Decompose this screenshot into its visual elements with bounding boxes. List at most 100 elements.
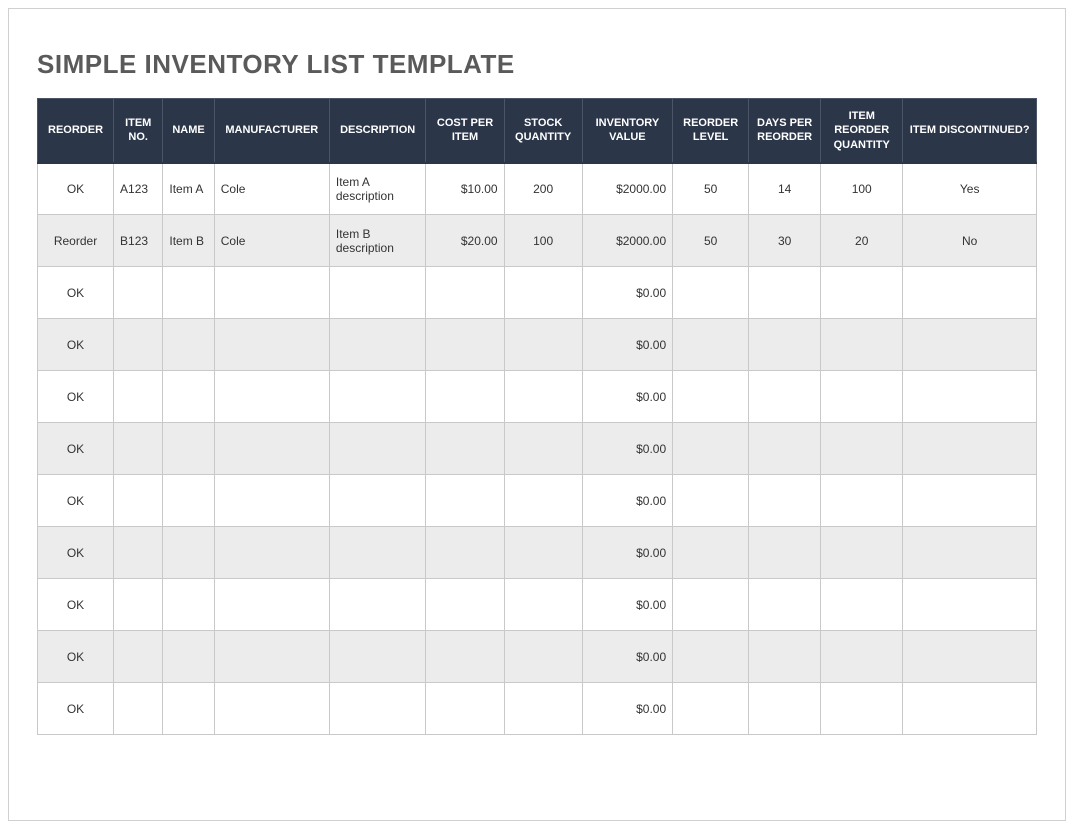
cell-item_no: [114, 319, 163, 371]
cell-discontinued: [903, 267, 1037, 319]
cell-description: Item B description: [329, 215, 426, 267]
col-header-reorder: REORDER: [38, 99, 114, 163]
cell-reorder_qty: [821, 267, 903, 319]
cell-cost: $20.00: [426, 215, 504, 267]
cell-reorder_level: [673, 475, 749, 527]
col-header-discontinued: ITEM DISCONTINUED?: [903, 99, 1037, 163]
cell-days: [749, 423, 821, 475]
cell-reorder: OK: [38, 579, 114, 631]
col-header-name: NAME: [163, 99, 214, 163]
table-row: OK $0.00: [38, 319, 1037, 371]
cell-manufacturer: Cole: [214, 163, 329, 215]
inventory-table: REORDERITEM NO.NAMEMANUFACTURERDESCRIPTI…: [37, 98, 1037, 735]
cell-cost: [426, 475, 504, 527]
cell-stock: 200: [504, 163, 582, 215]
table-row: OKA123Item AColeItem A description$10.00…: [38, 163, 1037, 215]
cell-stock: [504, 423, 582, 475]
cell-cost: [426, 371, 504, 423]
cell-discontinued: [903, 527, 1037, 579]
header-row: REORDERITEM NO.NAMEMANUFACTURERDESCRIPTI…: [38, 99, 1037, 163]
cell-name: [163, 423, 214, 475]
cell-inv_value: $2000.00: [582, 163, 672, 215]
page-title: SIMPLE INVENTORY LIST TEMPLATE: [37, 49, 1037, 80]
cell-name: Item A: [163, 163, 214, 215]
cell-stock: [504, 527, 582, 579]
col-header-manufacturer: MANUFACTURER: [214, 99, 329, 163]
table-row: OK$0.00: [38, 423, 1037, 475]
cell-stock: [504, 631, 582, 683]
cell-manufacturer: [214, 527, 329, 579]
col-header-inv_value: INVENTORY VALUE: [582, 99, 672, 163]
cell-manufacturer: [214, 371, 329, 423]
cell-days: [749, 371, 821, 423]
table-head: REORDERITEM NO.NAMEMANUFACTURERDESCRIPTI…: [38, 99, 1037, 163]
cell-name: [163, 475, 214, 527]
cell-days: [749, 631, 821, 683]
cell-manufacturer: [214, 475, 329, 527]
cell-cost: [426, 631, 504, 683]
cell-item_no: [114, 631, 163, 683]
table-body: OKA123Item AColeItem A description$10.00…: [38, 163, 1037, 735]
cell-reorder_qty: [821, 371, 903, 423]
cell-description: [329, 371, 426, 423]
cell-manufacturer: [214, 631, 329, 683]
cell-item_no: [114, 579, 163, 631]
cell-inv_value: $0.00: [582, 631, 672, 683]
cell-item_no: B123: [114, 215, 163, 267]
cell-reorder_level: [673, 579, 749, 631]
cell-days: [749, 319, 821, 371]
table-row: OK$0.00: [38, 371, 1037, 423]
cell-days: 30: [749, 215, 821, 267]
cell-name: [163, 631, 214, 683]
cell-description: [329, 527, 426, 579]
cell-reorder: OK: [38, 527, 114, 579]
cell-description: [329, 579, 426, 631]
cell-description: [329, 319, 426, 371]
cell-inv_value: $0.00: [582, 319, 672, 371]
cell-stock: [504, 683, 582, 735]
cell-reorder_level: [673, 527, 749, 579]
cell-reorder: OK: [38, 319, 114, 371]
col-header-description: DESCRIPTION: [329, 99, 426, 163]
cell-discontinued: [903, 631, 1037, 683]
cell-cost: [426, 423, 504, 475]
cell-name: Item B: [163, 215, 214, 267]
cell-reorder_qty: 20: [821, 215, 903, 267]
cell-description: [329, 423, 426, 475]
cell-reorder_level: [673, 631, 749, 683]
table-row: OK$0.00: [38, 683, 1037, 735]
cell-inv_value: $0.00: [582, 475, 672, 527]
cell-reorder_qty: [821, 423, 903, 475]
cell-stock: [504, 371, 582, 423]
cell-description: [329, 267, 426, 319]
cell-reorder: OK: [38, 475, 114, 527]
cell-days: [749, 579, 821, 631]
cell-manufacturer: [214, 267, 329, 319]
cell-inv_value: $0.00: [582, 267, 672, 319]
col-header-stock: STOCK QUANTITY: [504, 99, 582, 163]
cell-inv_value: $0.00: [582, 371, 672, 423]
cell-item_no: [114, 683, 163, 735]
cell-reorder_qty: [821, 579, 903, 631]
cell-reorder: OK: [38, 267, 114, 319]
cell-reorder_level: 50: [673, 215, 749, 267]
table-row: ReorderB123Item BColeItem B description$…: [38, 215, 1037, 267]
cell-days: [749, 683, 821, 735]
cell-item_no: [114, 371, 163, 423]
cell-reorder_qty: [821, 631, 903, 683]
cell-item_no: [114, 475, 163, 527]
cell-discontinued: No: [903, 215, 1037, 267]
table-row: OK$0.00: [38, 527, 1037, 579]
cell-days: 14: [749, 163, 821, 215]
cell-manufacturer: [214, 683, 329, 735]
cell-name: [163, 371, 214, 423]
cell-stock: [504, 579, 582, 631]
table-row: OK $0.00: [38, 267, 1037, 319]
cell-reorder_qty: [821, 527, 903, 579]
cell-reorder: OK: [38, 631, 114, 683]
cell-cost: $10.00: [426, 163, 504, 215]
cell-item_no: [114, 267, 163, 319]
cell-reorder: OK: [38, 163, 114, 215]
col-header-cost: COST PER ITEM: [426, 99, 504, 163]
cell-reorder_level: [673, 423, 749, 475]
